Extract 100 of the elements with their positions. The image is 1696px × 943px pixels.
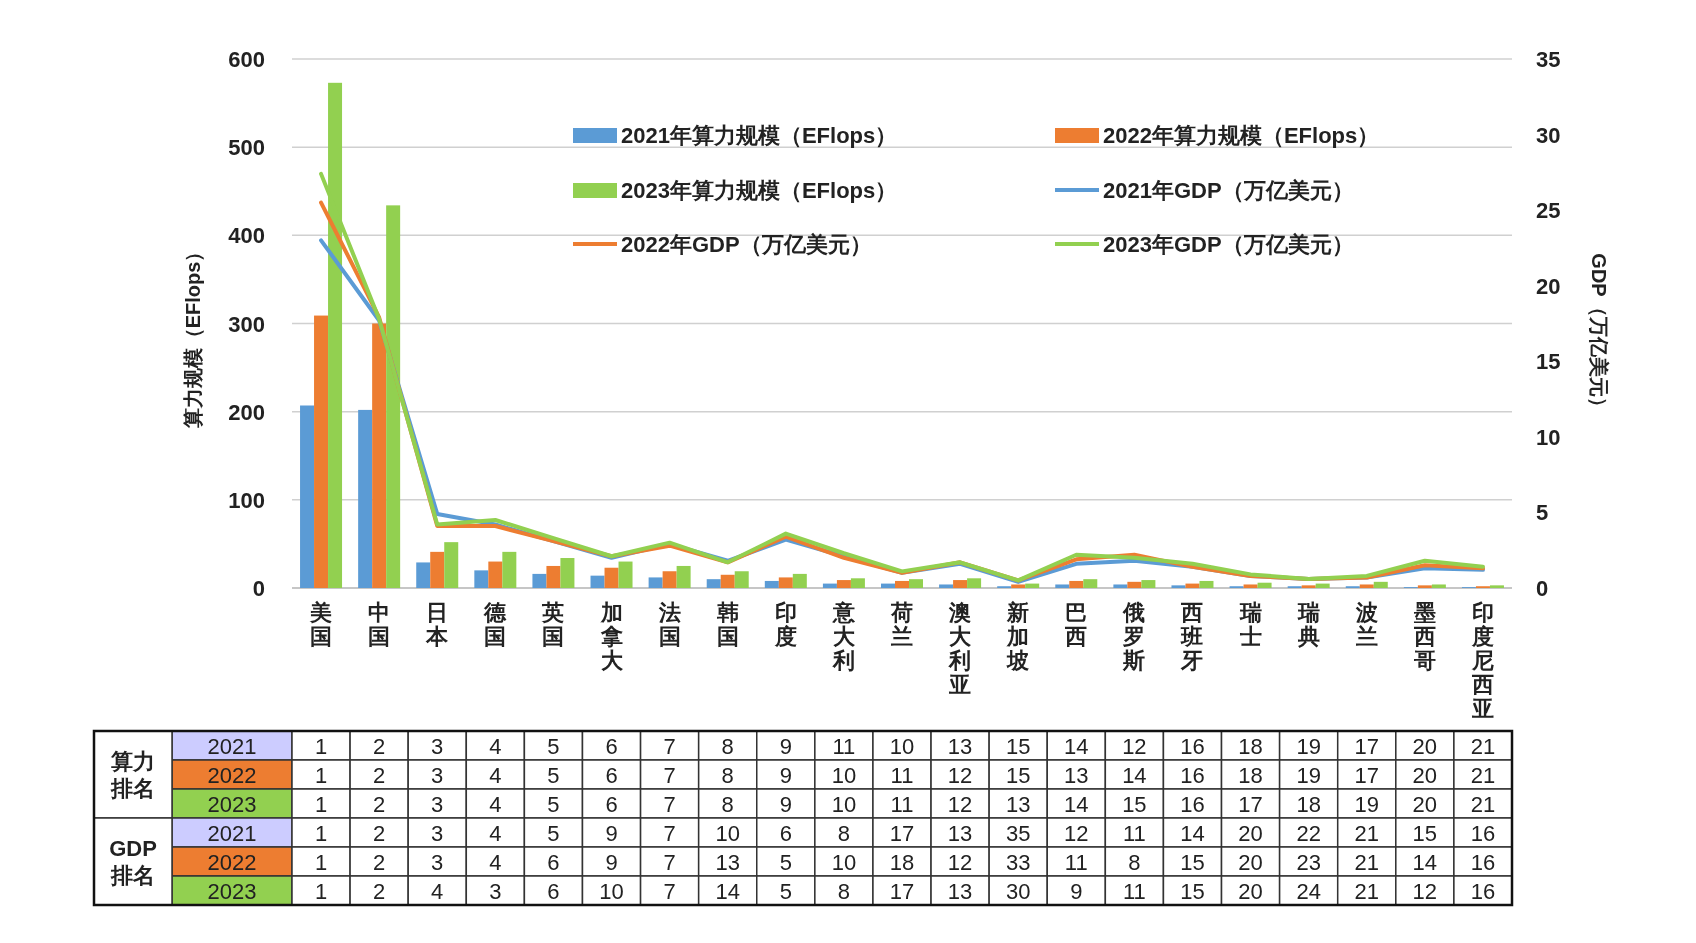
data-label: 14 xyxy=(1064,733,1089,759)
data-label: 11 xyxy=(1122,878,1146,904)
x-tick-label: 中国 xyxy=(368,600,391,649)
data-label: 4 xyxy=(489,762,502,788)
data-label: 10 xyxy=(831,791,857,817)
x-tick-label: 墨西哥 xyxy=(1412,600,1436,673)
data-label: 3 xyxy=(431,733,444,759)
data-label: 1 xyxy=(314,820,328,846)
y2-tick-label: 25 xyxy=(1536,198,1561,224)
data-label: 19 xyxy=(1296,733,1321,759)
data-label: 14 xyxy=(1122,762,1147,788)
y2-tick-label: 5 xyxy=(1536,500,1549,526)
data-label: 16 xyxy=(1470,849,1496,875)
legend-label: 2022年算力规模（EFlops） xyxy=(1103,123,1380,148)
data-label: 9 xyxy=(779,733,792,759)
data-label: 6 xyxy=(779,820,792,846)
data-label: 5 xyxy=(547,820,560,846)
x-tick-label: 印度 xyxy=(773,600,797,649)
data-label: 10 xyxy=(831,762,857,788)
data-label: 33 xyxy=(1005,849,1031,875)
x-tick-label: 德国 xyxy=(483,600,508,649)
data-label: 12 xyxy=(1412,878,1438,904)
data-label: 18 xyxy=(889,849,915,875)
y-tick-label: 2023 xyxy=(207,791,257,817)
y-tick-label: 2023 xyxy=(207,878,257,904)
data-label: 21 xyxy=(1470,762,1496,788)
y2-tick-label: 15 xyxy=(1536,349,1561,375)
data-label: 19 xyxy=(1296,762,1321,788)
legend-label: 2023年GDP（万亿美元） xyxy=(1103,232,1354,257)
data-label: 13 xyxy=(947,733,973,759)
data-label: 9 xyxy=(605,849,618,875)
data-label: 4 xyxy=(489,820,502,846)
data-label: 15 xyxy=(1005,762,1031,788)
x-tick-label: 瑞士 xyxy=(1238,600,1262,649)
y2-tick-label: 10 xyxy=(1536,424,1561,450)
data-label: 2 xyxy=(373,733,386,759)
data-label: 6 xyxy=(605,762,618,788)
data-label: 10 xyxy=(889,733,915,759)
y2-tick-label: 35 xyxy=(1536,47,1561,72)
data-label: 10 xyxy=(599,878,624,904)
data-label: 8 xyxy=(721,733,734,759)
data-label: 17 xyxy=(1354,762,1379,788)
x-tick-label: 日本 xyxy=(425,600,450,649)
data-label: 12 xyxy=(1122,733,1147,759)
data-label: 7 xyxy=(663,820,676,846)
data-label: 14 xyxy=(1412,849,1438,875)
data-label: 16 xyxy=(1180,762,1205,788)
data-label: 35 xyxy=(1005,820,1031,846)
x-tick-label: 英国 xyxy=(541,600,565,649)
data-label: 5 xyxy=(779,849,792,875)
data-label: 21 xyxy=(1470,791,1496,817)
data-label: 12 xyxy=(947,849,973,875)
data-label: 14 xyxy=(1064,791,1089,817)
data-label: 15 xyxy=(1180,878,1205,904)
data-label: 8 xyxy=(837,820,851,846)
data-label: 4 xyxy=(489,849,502,875)
data-label: 20 xyxy=(1412,733,1438,759)
data-label: 20 xyxy=(1238,878,1263,904)
data-label: 9 xyxy=(1070,878,1083,904)
data-label: 18 xyxy=(1296,791,1321,817)
legend-label: 2021年GDP（万亿美元） xyxy=(1103,178,1354,203)
data-label: 17 xyxy=(889,820,915,846)
text: GDP排名 xyxy=(109,836,157,888)
data-label: 5 xyxy=(779,878,792,904)
data-label: 20 xyxy=(1412,762,1438,788)
data-label: 20 xyxy=(1238,820,1263,846)
data-label: 6 xyxy=(605,733,618,759)
data-label: 12 xyxy=(1064,820,1089,846)
data-label: 16 xyxy=(1180,733,1205,759)
y-tick-label: 2021 xyxy=(207,733,257,759)
x-tick-label: 新加坡 xyxy=(1006,600,1030,673)
legend-label: 2023年算力规模（EFlops） xyxy=(621,178,898,203)
data-label: 1 xyxy=(314,849,328,875)
data-label: 3 xyxy=(431,849,444,875)
data-label: 2 xyxy=(373,791,386,817)
data-label: 7 xyxy=(663,762,676,788)
data-label: 4 xyxy=(431,878,444,904)
data-label: 16 xyxy=(1470,820,1496,846)
x-tick-label: 印度尼西亚 xyxy=(1470,600,1494,721)
y-tick-label: 200 xyxy=(228,399,265,425)
x-tick-label: 波兰 xyxy=(1354,600,1378,649)
x-tick-label: 美国 xyxy=(309,600,333,649)
data-label: 15 xyxy=(1122,791,1147,817)
data-label: 17 xyxy=(1238,791,1263,817)
data-label: 3 xyxy=(489,878,502,904)
legend-label: 2021年算力规模（EFlops） xyxy=(621,123,898,148)
x-tick-label: 韩国 xyxy=(715,600,739,649)
data-label: 2 xyxy=(373,762,386,788)
x-tick-label: 法国 xyxy=(657,600,681,649)
data-label: 3 xyxy=(431,820,444,846)
data-label: 21 xyxy=(1354,878,1379,904)
y-tick-label: 300 xyxy=(228,311,265,337)
data-label: 2 xyxy=(373,849,386,875)
data-label: 24 xyxy=(1296,878,1321,904)
y-tick-label: 100 xyxy=(228,487,265,513)
data-label: 6 xyxy=(605,791,618,817)
data-label: 21 xyxy=(1470,733,1496,759)
data-label: 8 xyxy=(721,791,734,817)
y2-tick-label: 30 xyxy=(1536,122,1561,148)
data-label: 7 xyxy=(663,733,676,759)
